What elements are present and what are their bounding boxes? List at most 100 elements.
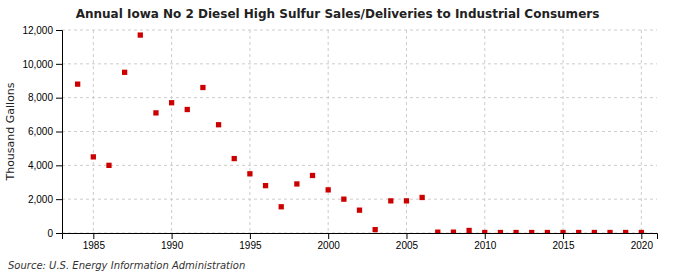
- point: [545, 230, 550, 233]
- y-tick: 6,000: [28, 126, 62, 137]
- y-grid-line: [62, 30, 657, 31]
- x-tick: 2000: [318, 233, 341, 251]
- point: [263, 183, 268, 188]
- marks: [75, 32, 644, 233]
- y-tick: 2,000: [28, 194, 62, 205]
- y-grid-line: [62, 165, 657, 166]
- y-tick-label: 4,000: [28, 160, 53, 171]
- point: [435, 230, 440, 233]
- grid: [62, 30, 657, 233]
- y-tick-mark: [56, 199, 62, 200]
- y-tick-label: 8,000: [28, 92, 53, 103]
- x-tick: 2020: [631, 233, 654, 251]
- y-tick-mark: [56, 165, 62, 166]
- y-axis-line: [56, 31, 63, 234]
- x-tick-label: 1995: [239, 240, 262, 251]
- y-tick: 12,000: [22, 25, 62, 36]
- x-tick-mark: [485, 233, 486, 239]
- x-tick-mark: [250, 233, 251, 239]
- point: [404, 198, 409, 203]
- point: [310, 173, 315, 178]
- y-tick-label: 10,000: [22, 59, 53, 70]
- point: [232, 156, 237, 161]
- point: [498, 230, 503, 233]
- x-tick: 1995: [239, 233, 262, 251]
- point: [529, 230, 534, 233]
- point: [122, 70, 127, 75]
- point: [466, 228, 471, 233]
- point: [482, 230, 487, 233]
- point: [153, 110, 158, 115]
- y-tick-mark: [56, 30, 62, 31]
- point: [639, 230, 644, 233]
- y-grid-line: [62, 63, 657, 64]
- point: [576, 230, 581, 233]
- x-tick-label: 2020: [631, 240, 654, 251]
- y-tick-mark: [56, 132, 62, 133]
- y-axis: 0 2,000 4,000 6,000 8,000 10,000 12,000: [22, 25, 62, 239]
- x-tick-label: 1985: [83, 240, 106, 251]
- point: [357, 208, 362, 213]
- y-tick: 10,000: [22, 59, 62, 70]
- point: [592, 230, 597, 233]
- x-tick-mark: [641, 233, 642, 239]
- x-tick: 2015: [552, 233, 575, 251]
- point: [200, 85, 205, 90]
- y-tick-label: 12,000: [22, 25, 53, 36]
- point: [388, 198, 393, 203]
- x-tick-label: 2010: [474, 240, 497, 251]
- x-tick-mark: [563, 233, 564, 239]
- x-tick: 1985: [83, 233, 106, 251]
- y-tick-mark: [56, 233, 62, 234]
- point: [75, 81, 80, 86]
- y-grid-line: [62, 199, 657, 200]
- x-tick: 1990: [161, 233, 184, 251]
- y-grid-line: [62, 97, 657, 98]
- point: [247, 171, 252, 176]
- x-tick-label: 1990: [161, 240, 184, 251]
- y-tick: 4,000: [28, 160, 62, 171]
- y-tick-label: 2,000: [28, 194, 53, 205]
- point: [169, 100, 174, 105]
- x-tick-label: 2015: [552, 240, 575, 251]
- plot-area: 1985 1990 1995 2000 2005 2010 2015 2020 0 2,000 4,…: [22, 25, 657, 251]
- point: [106, 163, 111, 168]
- x-tick-label: 2000: [318, 240, 341, 251]
- x-axis-line: [63, 234, 658, 240]
- point: [216, 122, 221, 127]
- x-tick-mark: [406, 233, 407, 239]
- y-tick-mark: [56, 64, 62, 65]
- point: [185, 107, 190, 112]
- x-tick-label: 2005: [396, 240, 419, 251]
- point: [91, 154, 96, 159]
- y-tick-mark: [56, 98, 62, 99]
- x-axis: 1985 1990 1995 2000 2005 2010 2015 2020: [63, 233, 658, 251]
- point: [451, 230, 456, 233]
- chart-container: 1985 1990 1995 2000 2005 2010 2015 2020 0 2,000 4,…: [0, 0, 675, 275]
- y-tick: 0: [47, 228, 62, 239]
- point: [326, 187, 331, 192]
- x-tick-mark: [93, 233, 94, 239]
- x-tick-mark: [328, 233, 329, 239]
- point: [607, 230, 612, 233]
- y-tick: 8,000: [28, 92, 62, 103]
- point: [560, 230, 565, 233]
- point: [279, 204, 284, 209]
- point: [294, 181, 299, 186]
- chart-svg: 1985 1990 1995 2000 2005 2010 2015 2020 0 2,000 4,…: [0, 0, 675, 275]
- y-axis-title: Thousand Gallons: [4, 82, 17, 181]
- point: [623, 230, 628, 233]
- annotation: Source: U.S. Energy Information Administ…: [8, 260, 245, 271]
- y-tick-label: 6,000: [28, 126, 53, 137]
- x-tick-mark: [172, 233, 173, 239]
- point: [341, 197, 346, 202]
- x-tick: 2005: [396, 233, 419, 251]
- point: [513, 230, 518, 233]
- point: [419, 195, 424, 200]
- point: [373, 227, 378, 232]
- y-grid-line: [62, 131, 657, 132]
- y-tick-label: 0: [47, 228, 53, 239]
- x-tick: 2010: [474, 233, 497, 251]
- point: [138, 32, 143, 37]
- title: Annual Iowa No 2 Diesel High Sulfur Sale…: [76, 7, 600, 21]
